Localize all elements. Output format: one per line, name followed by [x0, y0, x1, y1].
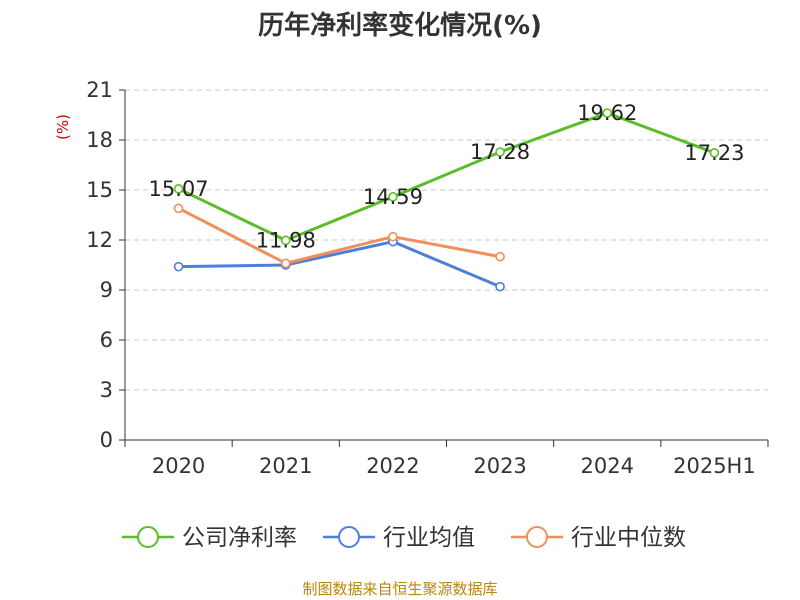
- chart-title: 历年净利率变化情况(%): [258, 10, 542, 41]
- data-point[interactable]: [388, 231, 398, 242]
- data-point[interactable]: [709, 148, 720, 158]
- series-line: [177, 111, 715, 242]
- series-0: [173, 108, 720, 246]
- data-point[interactable]: [173, 203, 184, 214]
- y-tick-label: 12: [86, 228, 113, 252]
- data-label: 14.59: [363, 185, 423, 209]
- data-point[interactable]: [280, 235, 291, 246]
- y-axis-label: (%): [54, 114, 72, 140]
- series-2: [173, 203, 505, 269]
- legend-label: 公司净利率: [182, 525, 297, 551]
- data-label: 17.23: [684, 141, 744, 165]
- grid-lines: [125, 89, 768, 391]
- data-point[interactable]: [388, 192, 398, 202]
- y-tick-label: 18: [86, 128, 113, 152]
- data-point[interactable]: [602, 108, 613, 118]
- data-point[interactable]: [280, 258, 291, 269]
- data-label: 11.98: [256, 228, 316, 252]
- legend-marker: [137, 526, 159, 548]
- legend-marker: [526, 526, 548, 548]
- y-tick-label: 6: [100, 328, 113, 352]
- data-label: 19.62: [577, 101, 637, 125]
- y-tick-label: 9: [100, 278, 113, 302]
- x-tick-label: 2025H1: [673, 454, 756, 478]
- data-label: 17.28: [470, 140, 530, 164]
- data-point[interactable]: [173, 261, 184, 272]
- x-tick-label: 2022: [366, 454, 419, 478]
- legend-label: 行业中位数: [571, 525, 686, 551]
- x-tick-label: 2021: [259, 454, 312, 478]
- series-1: [173, 236, 505, 292]
- y-tick-label: 0: [100, 428, 113, 452]
- x-tick-label: 2024: [581, 454, 634, 478]
- data-point[interactable]: [495, 251, 505, 262]
- x-tick-label: 2023: [473, 454, 526, 478]
- y-tick-label: 21: [86, 78, 113, 102]
- legend-item-0[interactable]: 公司净利率: [122, 525, 297, 551]
- data-label: 15.07: [149, 177, 209, 201]
- legend-label: 行业均值: [383, 525, 475, 551]
- data-point[interactable]: [495, 147, 505, 157]
- source-note: 制图数据来自恒生聚源数据库: [302, 580, 497, 598]
- data-point[interactable]: [173, 184, 184, 194]
- series-lines: [173, 108, 720, 292]
- legend-item-1[interactable]: 行业均值: [323, 525, 475, 551]
- legend[interactable]: 公司净利率 行业均值 行业中位数: [122, 525, 686, 551]
- legend-item-2[interactable]: 行业中位数: [511, 525, 686, 551]
- y-tick-label: 15: [86, 178, 113, 202]
- legend-marker: [338, 526, 360, 548]
- series-line: [177, 206, 501, 265]
- y-tick-label: 3: [100, 378, 113, 402]
- data-point[interactable]: [495, 281, 505, 292]
- series-line: [178, 240, 501, 289]
- x-tick-label: 2020: [152, 454, 205, 478]
- data-labels: 15.07 11.98 14.59 17.28 19.62 17.23: [149, 101, 745, 252]
- axes: 0 3 6 9 12 15 18 21 2020 2021 2022 2023 2024 2025H1: [86, 78, 769, 478]
